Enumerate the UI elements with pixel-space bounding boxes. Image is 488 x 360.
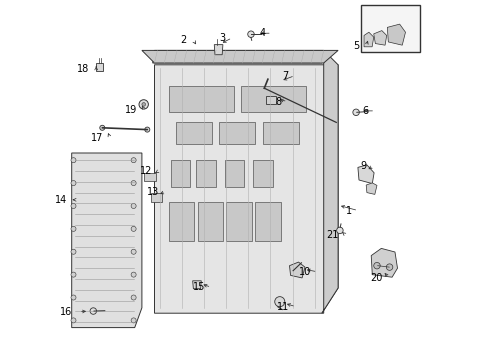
Polygon shape [142, 50, 337, 63]
Polygon shape [154, 65, 337, 313]
Text: 12: 12 [139, 166, 152, 176]
Circle shape [131, 226, 136, 231]
Circle shape [131, 295, 136, 300]
Polygon shape [152, 50, 323, 63]
Polygon shape [170, 160, 190, 187]
Text: 3: 3 [219, 33, 225, 43]
Polygon shape [197, 202, 223, 241]
Circle shape [71, 318, 76, 323]
Circle shape [71, 158, 76, 163]
Polygon shape [168, 86, 233, 112]
Text: 8: 8 [275, 96, 281, 107]
Polygon shape [192, 281, 201, 289]
Text: 13: 13 [146, 186, 159, 197]
Polygon shape [386, 24, 405, 45]
Text: 18: 18 [77, 64, 89, 74]
Text: 2: 2 [180, 35, 186, 45]
Polygon shape [357, 165, 373, 184]
Polygon shape [219, 122, 255, 144]
Circle shape [386, 264, 392, 270]
Circle shape [373, 262, 380, 269]
Circle shape [131, 272, 136, 277]
Polygon shape [321, 50, 337, 313]
Circle shape [274, 297, 284, 307]
Polygon shape [370, 248, 397, 277]
Polygon shape [144, 173, 155, 181]
Circle shape [131, 181, 136, 186]
Text: 15: 15 [192, 282, 204, 292]
Text: 20: 20 [369, 273, 382, 283]
Circle shape [131, 249, 136, 254]
Circle shape [71, 295, 76, 300]
Text: 1: 1 [345, 206, 351, 216]
Text: 17: 17 [91, 132, 103, 143]
Polygon shape [168, 202, 194, 241]
Circle shape [131, 318, 136, 323]
Circle shape [90, 308, 96, 314]
Circle shape [144, 127, 149, 132]
Polygon shape [72, 153, 142, 328]
Polygon shape [226, 202, 251, 241]
Circle shape [100, 125, 104, 130]
Text: 16: 16 [60, 307, 72, 317]
Circle shape [71, 226, 76, 231]
Polygon shape [373, 31, 386, 45]
Polygon shape [214, 45, 223, 55]
Text: 4: 4 [259, 28, 265, 38]
Circle shape [352, 109, 359, 116]
Text: 14: 14 [55, 195, 67, 205]
Circle shape [336, 227, 343, 234]
Text: 7: 7 [282, 71, 288, 81]
Circle shape [71, 181, 76, 186]
Polygon shape [241, 86, 305, 112]
Text: 21: 21 [326, 230, 338, 240]
Polygon shape [96, 63, 103, 71]
Text: 11: 11 [277, 302, 289, 312]
Circle shape [71, 272, 76, 277]
Circle shape [71, 203, 76, 208]
Text: 19: 19 [125, 105, 137, 115]
Polygon shape [176, 122, 212, 144]
Text: 10: 10 [298, 267, 310, 277]
Circle shape [71, 249, 76, 254]
Polygon shape [253, 160, 273, 187]
Polygon shape [224, 160, 244, 187]
FancyBboxPatch shape [265, 96, 276, 104]
Polygon shape [255, 202, 280, 241]
Polygon shape [289, 262, 305, 278]
Circle shape [131, 203, 136, 208]
Polygon shape [150, 193, 162, 202]
Text: 5: 5 [353, 41, 359, 51]
Text: 9: 9 [360, 161, 366, 171]
Polygon shape [366, 183, 376, 194]
Circle shape [139, 100, 148, 109]
Polygon shape [363, 32, 373, 47]
Polygon shape [196, 160, 215, 187]
Polygon shape [262, 122, 298, 144]
Bar [361, 5, 419, 52]
Text: 6: 6 [362, 106, 368, 116]
Circle shape [131, 158, 136, 163]
Circle shape [142, 103, 145, 106]
Circle shape [247, 31, 254, 37]
